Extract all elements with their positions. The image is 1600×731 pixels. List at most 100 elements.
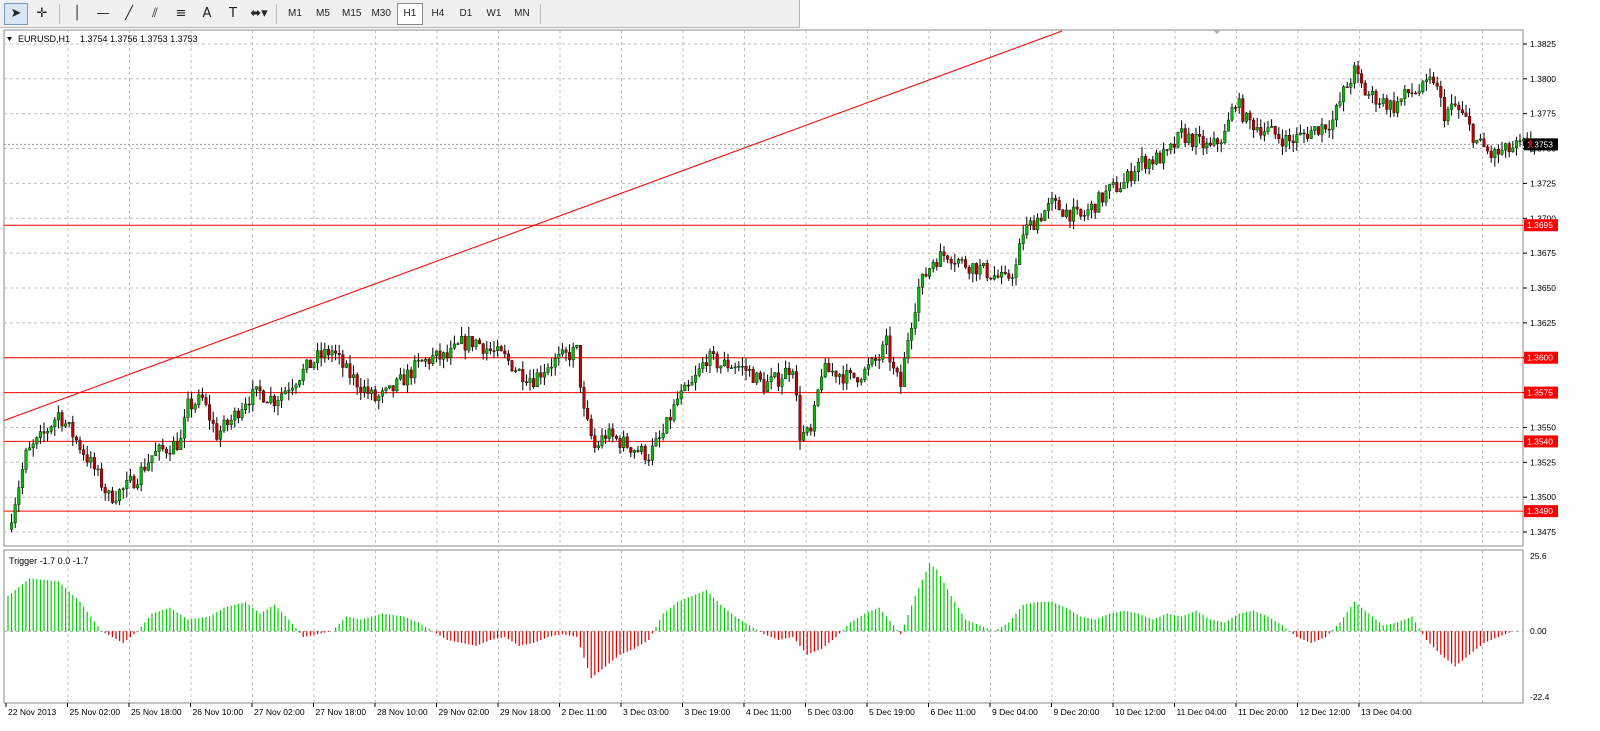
candle-up	[305, 359, 309, 370]
timeframe-d1-button[interactable]: D1	[459, 8, 473, 19]
crosshair-tool-button[interactable]: ✛	[30, 3, 54, 25]
candle-down	[578, 345, 582, 388]
chart-header-symbol: EURUSD,H1	[18, 34, 70, 44]
candle-down	[100, 468, 104, 488]
price-axis-label: 1.3800	[1530, 74, 1556, 84]
candle-down	[935, 262, 939, 267]
candle-up	[298, 380, 302, 386]
candle-down	[532, 378, 536, 388]
time-axis-label: 9 Dec 20:00	[1054, 707, 1100, 717]
timeframe-m5-button[interactable]: M5	[316, 8, 330, 19]
candle-up	[931, 262, 935, 269]
timeframe-m1-button[interactable]: M1	[288, 8, 302, 19]
candle-up	[654, 438, 658, 447]
candle-up	[1450, 103, 1454, 110]
horizontal-line-tool-button[interactable]: —	[91, 3, 115, 25]
equidistant-channel-icon: ⫽	[152, 6, 158, 21]
candle-up	[1230, 107, 1234, 121]
candle-up	[1021, 234, 1025, 244]
candle-down	[1129, 171, 1133, 181]
candle-up	[917, 287, 921, 313]
candle-down	[996, 275, 1000, 278]
candle-down	[636, 450, 640, 452]
timeframe-w1-button[interactable]: W1	[486, 8, 502, 19]
candle-down	[521, 369, 525, 382]
candle-down	[1032, 220, 1036, 231]
candle-down	[341, 354, 345, 368]
candle-down	[1518, 140, 1522, 142]
candle-up	[884, 335, 888, 346]
equidistant-channel-tool-button[interactable]: ⫽	[143, 3, 167, 25]
candle-up	[434, 350, 438, 356]
trendline-tool-button[interactable]: ╱	[117, 3, 141, 25]
timeframe-h1-button[interactable]: H1	[396, 2, 423, 25]
candle-down	[82, 449, 86, 455]
candle-up	[906, 340, 910, 359]
candle-up	[1118, 188, 1122, 193]
level-price-tag	[1524, 435, 1558, 448]
candle-down	[1054, 198, 1058, 201]
candle-up	[773, 372, 777, 377]
timeframe-m15-button[interactable]: M15	[342, 8, 362, 19]
candle-down	[787, 367, 791, 375]
time-axis-label: 22 Nov 2013	[8, 707, 56, 717]
candle-down	[1345, 86, 1349, 89]
text-label-tool-button[interactable]: T	[221, 3, 245, 25]
candle-down	[888, 335, 892, 363]
trendline	[3, 30, 1063, 421]
candle-up	[114, 500, 118, 503]
candle-up	[1338, 101, 1342, 106]
candle-down	[852, 372, 856, 378]
candle-up	[186, 398, 190, 418]
candle-down	[1439, 86, 1443, 98]
text-icon: A	[202, 6, 212, 21]
price-axis-label: 1.3500	[1530, 492, 1556, 502]
candle-down	[1216, 138, 1220, 144]
candle-up	[679, 390, 683, 400]
time-axis-label: 28 Nov 10:00	[377, 707, 428, 717]
candle-down	[625, 436, 629, 448]
candle-up	[514, 370, 518, 372]
candle-up	[53, 419, 57, 427]
level-price-tag	[1524, 386, 1558, 399]
candle-up	[596, 445, 600, 448]
candle-up	[1025, 224, 1029, 236]
candle-down	[568, 352, 572, 361]
candle-down	[985, 262, 989, 279]
timeframe-mn-button[interactable]: MN	[514, 8, 530, 19]
candle-down	[319, 350, 323, 358]
text-tool-button[interactable]: A	[195, 3, 219, 25]
candle-down	[438, 350, 442, 360]
time-axis-label: 10 Dec 12:00	[1115, 707, 1166, 717]
time-axis-label: 11 Dec 04:00	[1177, 707, 1227, 717]
candle-up	[377, 396, 381, 401]
candle-up	[1424, 79, 1428, 83]
candle-up	[172, 441, 176, 455]
price-axis-label: 1.3825	[1530, 39, 1556, 49]
indicator-label: Trigger -1.7 0.0 -1.7	[9, 556, 88, 566]
time-axis-label: 25 Nov 02:00	[70, 707, 121, 717]
chart-area[interactable]: 1.38251.38001.37751.37501.37251.37001.36…	[0, 28, 1600, 731]
candle-up	[845, 370, 849, 384]
candle-up	[449, 347, 453, 358]
vertical-line-tool-button[interactable]: │	[65, 3, 89, 25]
candle-up	[546, 367, 550, 373]
arrows-tool-button[interactable]: ⬌▾	[247, 3, 271, 25]
candle-up	[553, 358, 557, 368]
fibonacci-tool-button[interactable]: ≡	[169, 3, 193, 25]
candle-up	[1403, 89, 1407, 99]
level-price-label: 1.3695	[1527, 220, 1553, 230]
candle-down	[355, 374, 359, 388]
candle-up	[1050, 198, 1054, 204]
timeframe-h4-button[interactable]: H4	[431, 8, 445, 19]
candle-up	[1043, 210, 1047, 221]
candle-up	[96, 468, 100, 471]
candle-up	[658, 437, 662, 439]
candle-down	[1432, 76, 1436, 84]
candle-up	[719, 365, 723, 369]
candle-up	[1352, 65, 1356, 84]
timeframe-m30-button[interactable]: M30	[371, 8, 391, 19]
candle-down	[593, 435, 597, 448]
candle-down	[1460, 109, 1464, 114]
cursor-tool-button[interactable]: ➤	[4, 2, 28, 25]
